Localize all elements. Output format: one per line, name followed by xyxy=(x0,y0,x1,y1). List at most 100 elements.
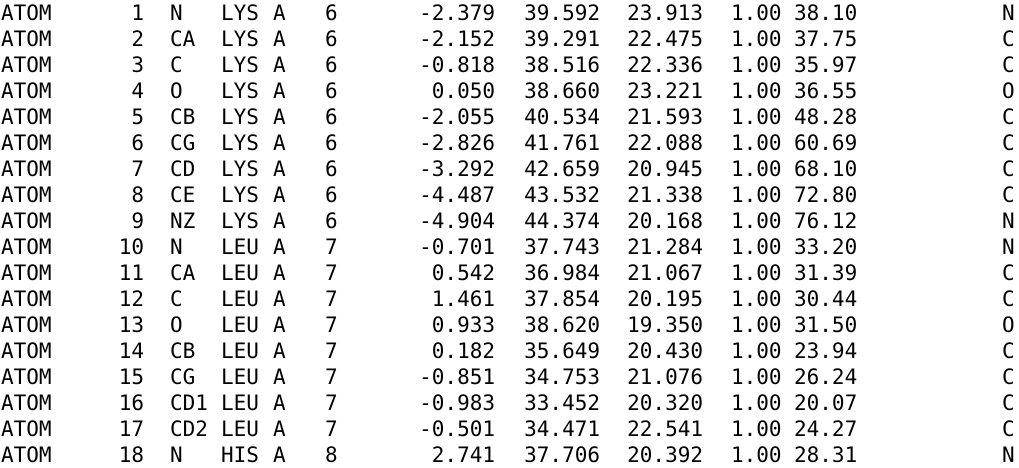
atom-name: CG xyxy=(170,365,196,389)
z-coordinate: 23.913 xyxy=(627,1,703,25)
residue-name: LEU xyxy=(221,417,259,441)
x-coordinate: 0.542 xyxy=(431,261,495,285)
chain-id: A xyxy=(273,287,286,311)
chain-id: A xyxy=(273,235,286,259)
atom-serial-number: 12 xyxy=(118,287,144,311)
b-factor: 68.10 xyxy=(794,157,858,181)
z-coordinate: 23.221 xyxy=(627,79,703,103)
z-coordinate: 21.076 xyxy=(627,365,703,389)
atom-serial-number: 18 xyxy=(118,443,144,467)
atom-record-line: ATOM 2 CA LYS A 6 -2.152 39.291 22.475 1.00 37.75 C xyxy=(0,26,1019,52)
z-coordinate: 22.541 xyxy=(627,417,703,441)
atom-record-name: ATOM xyxy=(1,365,52,389)
atom-serial-number: 2 xyxy=(131,27,144,51)
x-coordinate: -0.701 xyxy=(419,235,495,259)
atom-serial-number: 4 xyxy=(131,79,144,103)
atom-record-line: ATOM 14 CB LEU A 7 0.182 35.649 20.430 1.00 23.94 C xyxy=(0,338,1019,364)
residue-sequence-number: 7 xyxy=(325,287,338,311)
atom-record-line: ATOM 5 CB LYS A 6 -2.055 40.534 21.593 1.00 48.28 C xyxy=(0,104,1019,130)
chain-id: A xyxy=(273,339,286,363)
chain-id: A xyxy=(273,105,286,129)
chain-id: A xyxy=(273,79,286,103)
residue-sequence-number: 6 xyxy=(325,1,338,25)
y-coordinate: 37.743 xyxy=(524,235,600,259)
occupancy: 1.00 xyxy=(731,287,782,311)
atom-record-name: ATOM xyxy=(1,27,52,51)
element-symbol: N xyxy=(1002,1,1015,25)
residue-name: LYS xyxy=(221,157,259,181)
z-coordinate: 21.067 xyxy=(627,261,703,285)
occupancy: 1.00 xyxy=(731,183,782,207)
residue-sequence-number: 6 xyxy=(325,209,338,233)
z-coordinate: 22.336 xyxy=(627,53,703,77)
atom-record-line: ATOM 3 C LYS A 6 -0.818 38.516 22.336 1.00 35.97 C xyxy=(0,52,1019,78)
residue-name: LEU xyxy=(221,391,259,415)
b-factor: 26.24 xyxy=(794,365,858,389)
atom-serial-number: 15 xyxy=(118,365,144,389)
b-factor: 24.27 xyxy=(794,417,858,441)
element-symbol: C xyxy=(1002,27,1015,51)
element-symbol: C xyxy=(1002,157,1015,181)
atom-name: CD1 xyxy=(170,391,208,415)
residue-sequence-number: 7 xyxy=(325,339,338,363)
atom-record-name: ATOM xyxy=(1,287,52,311)
atom-name: CB xyxy=(170,339,196,363)
b-factor: 20.07 xyxy=(794,391,858,415)
b-factor: 30.44 xyxy=(794,287,858,311)
element-symbol: C xyxy=(1002,339,1015,363)
atom-record-line: ATOM 7 CD LYS A 6 -3.292 42.659 20.945 1.00 68.10 C xyxy=(0,156,1019,182)
atom-record-name: ATOM xyxy=(1,313,52,337)
b-factor: 33.20 xyxy=(794,235,858,259)
occupancy: 1.00 xyxy=(731,417,782,441)
atom-serial-number: 16 xyxy=(118,391,144,415)
x-coordinate: 0.933 xyxy=(431,313,495,337)
b-factor: 31.50 xyxy=(794,313,858,337)
y-coordinate: 38.516 xyxy=(524,53,600,77)
x-coordinate: -4.487 xyxy=(419,183,495,207)
residue-name: LEU xyxy=(221,339,259,363)
residue-sequence-number: 8 xyxy=(325,443,338,467)
residue-sequence-number: 6 xyxy=(325,27,338,51)
b-factor: 60.69 xyxy=(794,131,858,155)
atom-record-name: ATOM xyxy=(1,157,52,181)
y-coordinate: 37.706 xyxy=(524,443,600,467)
z-coordinate: 20.945 xyxy=(627,157,703,181)
atom-record-line: ATOM 12 C LEU A 7 1.461 37.854 20.195 1.00 30.44 C xyxy=(0,286,1019,312)
residue-sequence-number: 7 xyxy=(325,365,338,389)
x-coordinate: -0.983 xyxy=(419,391,495,415)
b-factor: 36.55 xyxy=(794,79,858,103)
chain-id: A xyxy=(273,365,286,389)
b-factor: 28.31 xyxy=(794,443,858,467)
atom-record-line: ATOM 13 O LEU A 7 0.933 38.620 19.350 1.00 31.50 O xyxy=(0,312,1019,338)
atom-serial-number: 13 xyxy=(118,313,144,337)
residue-sequence-number: 7 xyxy=(325,417,338,441)
atom-serial-number: 7 xyxy=(131,157,144,181)
y-coordinate: 43.532 xyxy=(524,183,600,207)
occupancy: 1.00 xyxy=(731,209,782,233)
x-coordinate: 1.461 xyxy=(431,287,495,311)
element-symbol: C xyxy=(1002,391,1015,415)
z-coordinate: 22.088 xyxy=(627,131,703,155)
b-factor: 37.75 xyxy=(794,27,858,51)
chain-id: A xyxy=(273,261,286,285)
atom-record-name: ATOM xyxy=(1,417,52,441)
chain-id: A xyxy=(273,27,286,51)
z-coordinate: 21.284 xyxy=(627,235,703,259)
atom-record-name: ATOM xyxy=(1,79,52,103)
chain-id: A xyxy=(273,313,286,337)
y-coordinate: 38.660 xyxy=(524,79,600,103)
atom-name: CE xyxy=(170,183,196,207)
atom-record-name: ATOM xyxy=(1,339,52,363)
z-coordinate: 20.320 xyxy=(627,391,703,415)
x-coordinate: 0.050 xyxy=(431,79,495,103)
b-factor: 48.28 xyxy=(794,105,858,129)
occupancy: 1.00 xyxy=(731,261,782,285)
element-symbol: C xyxy=(1002,261,1015,285)
y-coordinate: 38.620 xyxy=(524,313,600,337)
x-coordinate: -4.904 xyxy=(419,209,495,233)
z-coordinate: 20.392 xyxy=(627,443,703,467)
residue-sequence-number: 6 xyxy=(325,131,338,155)
atom-record-name: ATOM xyxy=(1,131,52,155)
atom-serial-number: 10 xyxy=(118,235,144,259)
